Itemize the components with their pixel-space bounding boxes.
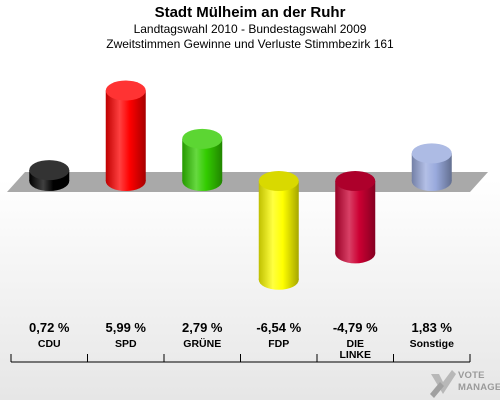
- category-label-spd: SPD: [114, 338, 137, 350]
- bar-top-cdu: [29, 160, 70, 181]
- bar-cdu: [29, 160, 70, 191]
- bar-body-fdp: [258, 181, 299, 280]
- bar-top-gr-ne: [182, 128, 223, 149]
- value-label-spd: 5,99 %: [105, 320, 146, 335]
- bar-body-spd: [105, 90, 146, 181]
- logo-text-manager: MANAGER: [458, 382, 500, 393]
- chart-title: Stadt Mülheim an der Ruhr: [154, 4, 346, 21]
- value-label-fdp: -6,54 %: [256, 320, 302, 335]
- category-label-sonstige: Sonstige: [409, 338, 454, 350]
- category-label-gr-ne: GRÜNE: [183, 338, 222, 350]
- bar-top-sonstige: [411, 143, 452, 164]
- value-label-die-linke: -4,79 %: [332, 320, 378, 335]
- category-label-cdu: CDU: [37, 338, 61, 350]
- bar-top-spd: [105, 80, 146, 101]
- bar-bottom-spd: [105, 171, 146, 191]
- bar-die-linke: [335, 171, 376, 264]
- bar-sonstige: [411, 143, 452, 191]
- bar-top-fdp: [258, 171, 299, 191]
- chart-subtitle-1: Landtagswahl 2010 - Bundestagswahl 2009: [133, 22, 367, 36]
- category-label-fdp: FDP: [268, 338, 290, 350]
- vote-manager-logo: [428, 368, 500, 400]
- value-label-gr-ne: 2,79 %: [182, 320, 223, 335]
- bar-gr-ne: [182, 128, 223, 191]
- bar-body-die-linke: [335, 181, 376, 254]
- bar-spd: [105, 80, 146, 191]
- bar-bottom-die-linke: [335, 243, 376, 264]
- bar-bottom-gr-ne: [182, 171, 223, 191]
- bar-bottom-fdp: [258, 269, 299, 290]
- bar-fdp: [258, 171, 299, 290]
- value-label-sonstige: 1,83 %: [411, 320, 452, 335]
- value-label-cdu: 0,72 %: [29, 320, 70, 335]
- bar-top-die-linke: [335, 171, 376, 191]
- category-label-die-linke: DIE LINKE: [339, 338, 372, 361]
- logo-text-vote: VOTE: [458, 370, 485, 381]
- bar-bottom-sonstige: [411, 171, 452, 191]
- chart-subtitle-2: Zweitstimmen Gewinne und Verluste Stimmb…: [106, 37, 394, 51]
- checkmark-x-icon: [430, 370, 456, 398]
